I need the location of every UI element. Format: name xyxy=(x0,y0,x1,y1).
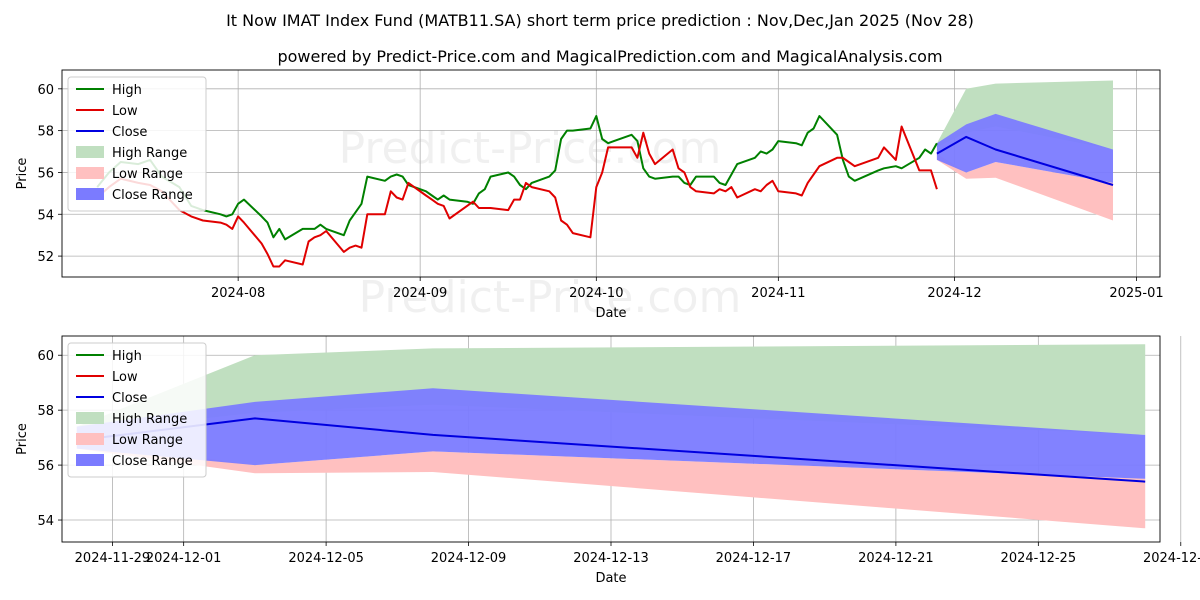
y-tick-label: 56 xyxy=(37,459,54,474)
x-tick-label: 2024-12-21 xyxy=(858,551,934,566)
top-panel: Predict-Price.comPredict-Price.com2024-0… xyxy=(15,69,1164,323)
legend-label-high: High xyxy=(112,349,142,364)
close-range-band xyxy=(936,113,1113,183)
watermark: Predict-Price.com xyxy=(359,272,742,323)
bottom-panel: Predict-Price.com2024-11-292024-12-01202… xyxy=(15,335,1200,586)
legend-label-close: Close xyxy=(112,125,147,140)
legend-label-low-range: Low Range xyxy=(112,167,183,182)
legend-swatch-high-range xyxy=(76,412,104,424)
x-tick-label: 2024-12 xyxy=(927,286,981,301)
axes-frame xyxy=(61,335,1161,543)
y-axis-label: Price xyxy=(15,423,30,455)
y-tick-label: 58 xyxy=(37,125,54,140)
y-tick-label: 56 xyxy=(37,166,54,181)
y-tick-label: 54 xyxy=(37,208,54,223)
low-range-band xyxy=(936,153,1113,221)
chart-subtitle: powered by Predict-Price.com and Magical… xyxy=(277,47,942,66)
legend-label-low: Low xyxy=(112,104,138,119)
close-range-band xyxy=(76,388,1146,479)
y-tick-label: 58 xyxy=(37,404,54,419)
low-series-line xyxy=(96,125,938,268)
close-series-line xyxy=(936,135,1114,186)
legend-label-high: High xyxy=(112,83,142,98)
legend-label-close-range: Close Range xyxy=(112,454,193,469)
y-tick-label: 60 xyxy=(37,349,54,364)
y-tick-label: 52 xyxy=(37,250,54,265)
legend-swatch-low-range xyxy=(76,167,104,179)
x-tick-label: 2024-12-29 xyxy=(1143,551,1200,566)
legend-label-close: Close xyxy=(112,391,147,406)
y-tick-label: 60 xyxy=(37,83,54,98)
x-tick-label: 2024-10 xyxy=(569,286,623,301)
x-tick-label: 2024-11 xyxy=(751,286,805,301)
chart-title: It Now IMAT Index Fund (MATB11.SA) short… xyxy=(226,11,974,30)
legend-label-low-range: Low Range xyxy=(112,433,183,448)
legend-label-low: Low xyxy=(112,370,138,385)
legend-swatch-low-range xyxy=(76,433,104,445)
legend-swatch-close-range xyxy=(76,454,104,466)
x-axis-label: Date xyxy=(595,571,626,586)
legend-label-high-range: High Range xyxy=(112,412,187,427)
high-range-band xyxy=(936,80,1113,150)
x-tick-label: 2024-12-25 xyxy=(1001,551,1077,566)
x-tick-label: 2024-08 xyxy=(211,286,265,301)
x-tick-label: 2024-09 xyxy=(393,286,447,301)
legend-label-high-range: High Range xyxy=(112,146,187,161)
watermark: Predict-Price.com xyxy=(339,123,722,174)
legend-swatch-high-range xyxy=(76,146,104,158)
low-range-band xyxy=(76,440,1146,529)
x-tick-label: 2024-12-01 xyxy=(146,551,222,566)
legend-label-close-range: Close Range xyxy=(112,188,193,203)
y-axis-label: Price xyxy=(15,158,30,190)
axes-frame xyxy=(61,69,1161,278)
high-range-band xyxy=(76,344,1146,435)
x-tick-label: 2024-12-17 xyxy=(716,551,792,566)
y-tick-label: 54 xyxy=(37,514,54,529)
x-tick-label: 2024-12-05 xyxy=(288,551,364,566)
x-tick-label: 2024-12-09 xyxy=(431,551,507,566)
legend-swatch-close-range xyxy=(76,188,104,200)
x-tick-label: 2024-12-13 xyxy=(573,551,649,566)
x-tick-label: 2024-11-29 xyxy=(75,551,151,566)
x-tick-label: 2025-01 xyxy=(1109,286,1163,301)
x-axis-label: Date xyxy=(595,306,626,321)
